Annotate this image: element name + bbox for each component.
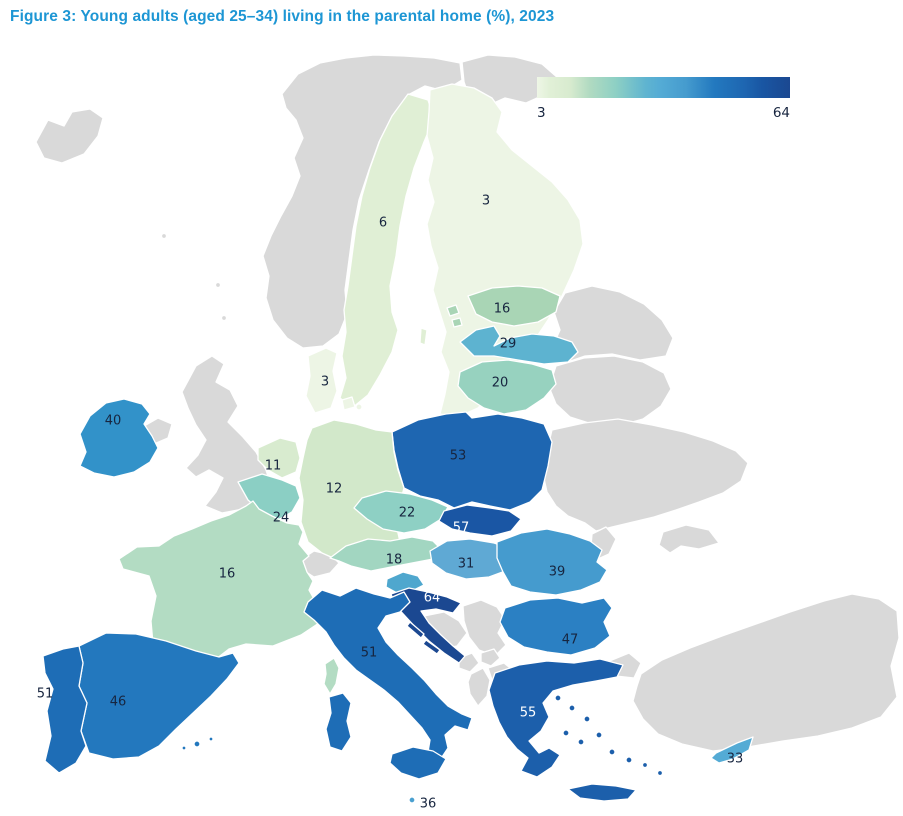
greek-island xyxy=(595,731,603,739)
country-lithuania xyxy=(457,359,557,415)
legend: 3 64 xyxy=(537,77,790,121)
region-kosovo xyxy=(480,648,501,667)
value-label-es: 46 xyxy=(110,695,127,710)
country-slovakia xyxy=(438,504,522,537)
greek-island xyxy=(656,769,664,777)
island-corsica xyxy=(323,657,340,695)
region-belarus xyxy=(548,355,672,427)
region-shetland xyxy=(214,281,222,289)
country-estonia xyxy=(467,285,561,327)
island-menorca xyxy=(208,736,214,742)
country-sweden xyxy=(339,93,435,409)
region-orkney xyxy=(220,314,228,322)
island-hiiumaa xyxy=(451,317,463,328)
value-label-dk: 3 xyxy=(321,375,329,390)
value-label-nl: 11 xyxy=(265,459,282,474)
region-ukraine xyxy=(542,418,749,532)
country-ireland xyxy=(79,398,159,478)
value-label-lt: 20 xyxy=(492,376,509,391)
island-mallorca xyxy=(193,740,201,748)
value-label-ro: 39 xyxy=(549,565,566,580)
island-croatia-2 xyxy=(422,639,441,655)
island-funen xyxy=(355,403,363,411)
value-label-it: 51 xyxy=(361,646,378,661)
country-netherlands xyxy=(257,437,301,479)
value-label-bg: 47 xyxy=(562,633,579,648)
legend-max-label: 64 xyxy=(773,105,790,121)
value-label-at: 18 xyxy=(386,553,403,568)
no-data-regions xyxy=(35,54,900,752)
value-label-lv: 29 xyxy=(500,337,517,352)
region-serbia xyxy=(462,599,507,657)
region-turkey xyxy=(632,593,900,752)
value-label-cy: 33 xyxy=(727,752,744,767)
country-portugal xyxy=(42,645,88,774)
island-sardinia xyxy=(325,692,352,752)
value-label-ee: 16 xyxy=(494,302,511,317)
region-norway xyxy=(262,54,463,349)
value-label-fr: 16 xyxy=(219,567,236,582)
greek-island xyxy=(568,704,576,712)
greek-island xyxy=(625,756,633,764)
country-germany xyxy=(298,419,405,562)
region-russia-west xyxy=(551,285,674,365)
island-saaremaa xyxy=(446,304,460,317)
legend-gradient-bar xyxy=(537,77,790,98)
greek-island xyxy=(608,748,616,756)
country-latvia xyxy=(459,325,579,365)
island-gotland xyxy=(419,327,428,346)
island-crete xyxy=(567,783,637,802)
island-ibiza xyxy=(181,745,187,751)
country-bulgaria xyxy=(499,597,613,656)
greek-island xyxy=(583,715,591,723)
eu-countries xyxy=(42,83,754,804)
country-italy xyxy=(303,587,473,761)
island-zealand xyxy=(341,396,356,411)
country-greece xyxy=(488,658,624,778)
value-label-pl: 53 xyxy=(450,449,467,464)
value-label-be: 24 xyxy=(273,511,290,526)
island-sicily xyxy=(389,746,447,780)
value-label-se: 6 xyxy=(379,216,387,231)
region-faroe xyxy=(160,232,168,240)
value-label-gr: 55 xyxy=(520,706,537,721)
value-label-fi: 3 xyxy=(482,194,490,209)
region-albania xyxy=(467,667,491,707)
value-labels: 3631629204011122416221857315364394755514… xyxy=(37,194,744,812)
value-label-ie: 40 xyxy=(105,414,122,429)
country-poland xyxy=(391,411,553,511)
region-united-kingdom xyxy=(181,355,273,514)
figure-title: Figure 3: Young adults (aged 25–34) livi… xyxy=(10,8,555,25)
region-iceland xyxy=(35,108,104,164)
country-malta xyxy=(408,796,416,804)
country-czechia xyxy=(353,490,449,534)
value-label-hr: 64 xyxy=(424,591,441,606)
island-croatia-1 xyxy=(406,621,425,639)
value-label-sk: 57 xyxy=(453,521,470,536)
greek-island xyxy=(562,729,570,737)
legend-min-label: 3 xyxy=(537,105,546,121)
value-label-de: 12 xyxy=(326,482,343,497)
greek-island xyxy=(577,738,585,746)
value-label-cz: 22 xyxy=(399,506,416,521)
country-denmark xyxy=(305,347,338,414)
region-crimea xyxy=(658,524,720,554)
country-romania xyxy=(496,528,608,596)
country-cyprus xyxy=(710,736,754,764)
value-label-hu: 31 xyxy=(458,557,475,572)
country-slovenia xyxy=(385,571,425,594)
greek-island xyxy=(554,694,562,702)
value-label-pt: 51 xyxy=(37,687,54,702)
greek-island xyxy=(641,761,649,769)
value-label-mt: 36 xyxy=(420,797,437,812)
